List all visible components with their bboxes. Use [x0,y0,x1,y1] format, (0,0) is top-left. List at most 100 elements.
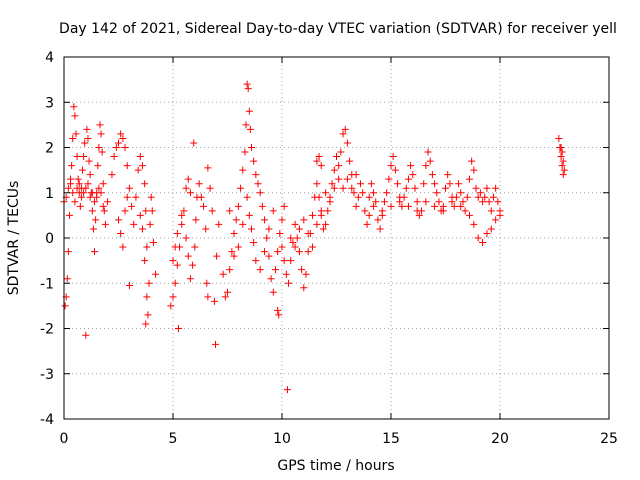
data-point [470,166,478,174]
data-point [121,207,129,215]
data-point [232,216,240,224]
data-point [557,144,565,151]
data-point [203,279,211,287]
data-point [128,202,136,210]
data-point [244,85,252,93]
data-point [450,202,458,210]
data-point [184,252,192,260]
y-tick-label: 1 [45,186,54,202]
data-point [190,139,198,147]
x-axis-label: GPS time / hours [277,458,394,474]
x-tick-label: 0 [60,431,69,447]
data-point [276,229,284,237]
data-point [313,157,321,165]
data-point [492,184,500,192]
data-point [76,202,84,210]
data-point [370,202,378,210]
data-point [346,157,354,165]
data-point [174,325,182,332]
data-point [420,180,428,188]
data-point [348,184,356,192]
data-point [452,193,460,201]
data-point [169,257,177,265]
data-point [204,164,212,172]
data-point [178,211,186,219]
data-point [444,171,452,179]
data-point [88,207,96,215]
data-point [215,220,223,228]
data-point [435,198,443,206]
data-point [350,189,358,197]
data-point [65,211,73,219]
data-point [446,180,454,188]
data-point [337,148,345,156]
data-point [415,211,423,219]
data-point [413,198,421,206]
data-point [145,279,153,287]
data-point [142,320,150,328]
data-point [313,180,321,188]
data-point [80,153,88,161]
data-point [123,193,131,201]
data-point [178,220,186,228]
data-point [322,189,330,197]
data-point [171,243,179,251]
data-point [173,229,181,237]
data-point [239,166,247,174]
data-point [115,139,122,147]
data-point [61,302,69,310]
data-point [287,257,295,265]
data-point [123,162,131,170]
data-point [326,198,334,206]
data-point [285,279,293,287]
data-point [108,171,116,179]
data-point [173,261,181,269]
data-point [237,184,245,192]
data-point [380,198,388,206]
data-point [278,243,286,251]
data-point [433,189,441,197]
data-point [428,171,436,179]
data-point [224,288,231,296]
data-point [70,103,78,111]
data-point [96,121,104,129]
data-point [119,134,127,142]
data-point [226,207,234,215]
data-point [361,207,369,215]
data-point [457,202,465,210]
data-point [354,193,362,201]
data-point [256,189,264,197]
data-point [93,193,101,201]
data-point [479,239,487,247]
y-tick-label: 2 [45,141,54,157]
x-tick-label: 15 [382,431,400,447]
data-point [138,225,146,233]
data-point [396,198,404,206]
data-point [330,166,338,174]
data-point [146,220,154,228]
data-point [275,311,283,319]
data-point [89,225,97,233]
data-point [422,198,430,206]
data-point [459,198,467,206]
data-point [352,171,360,179]
data-point [136,153,144,161]
data-point [293,234,301,242]
data-point [142,207,150,215]
data-point [72,130,80,138]
data-point [411,184,419,192]
data-point [439,207,447,215]
data-point [394,180,402,188]
x-tick-label: 5 [169,431,178,447]
data-point [182,234,190,242]
data-point [309,243,317,251]
data-point [245,211,253,219]
data-point [79,166,87,174]
data-point [315,193,323,201]
data-point [243,193,251,201]
data-point [77,193,85,201]
data-point [130,220,138,228]
data-point [121,144,129,151]
data-point [558,162,566,170]
data-point [138,162,146,170]
